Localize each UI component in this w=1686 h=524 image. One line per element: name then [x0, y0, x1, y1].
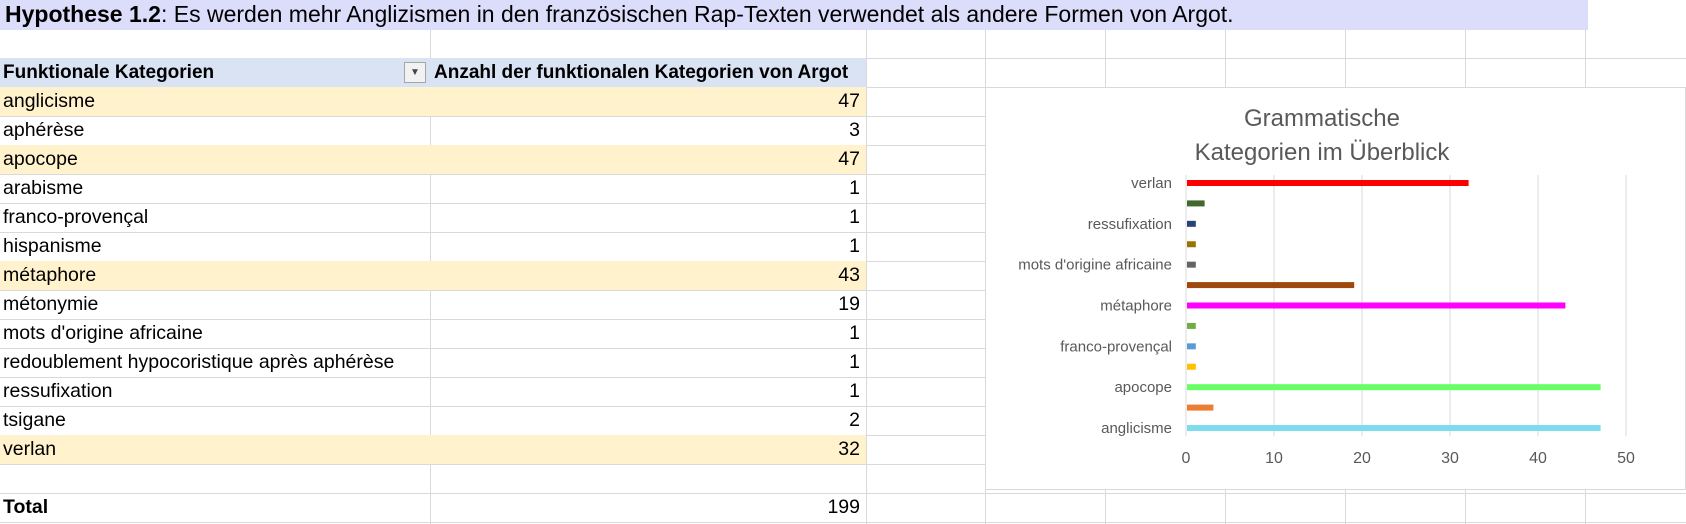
y-category-label: apocope	[1114, 379, 1172, 396]
y-category-label: ressufixation	[1088, 216, 1172, 233]
total-value: 199	[827, 496, 860, 518]
table-row[interactable]: mots d'origine africaine 1	[0, 319, 866, 348]
row-count: 47	[838, 148, 860, 170]
row-count: 1	[849, 380, 860, 402]
x-tick-label: 10	[1265, 450, 1283, 467]
bar-0[interactable]	[1187, 425, 1601, 431]
row-count: 19	[838, 293, 860, 315]
chart-title-line-2: Kategorien im Überblick	[1194, 139, 1450, 166]
y-category-label: anglicisme	[1101, 420, 1172, 437]
y-category-label: franco-provençal	[1060, 338, 1172, 355]
table-total-row[interactable]: Total 199	[0, 493, 866, 522]
x-tick-label: 30	[1441, 450, 1459, 467]
table-row[interactable]: verlan 32	[0, 435, 866, 464]
table-row[interactable]: arabisme 1	[0, 174, 866, 203]
row-category: arabisme	[3, 177, 84, 199]
table-row[interactable]: métonymie 19	[0, 290, 866, 319]
table-row[interactable]: aphérèse 3	[0, 116, 866, 145]
bar-10[interactable]	[1187, 220, 1196, 227]
row-category: ressufixation	[3, 380, 113, 402]
row-count: 3	[849, 119, 860, 141]
table-row[interactable]: redoublement hypocoristique après aphérè…	[0, 348, 866, 377]
row-category: apocope	[3, 148, 78, 170]
table-row[interactable]: hispanisme 1	[0, 232, 866, 261]
row-count: 32	[838, 438, 860, 460]
row-category: anglicisme	[3, 90, 96, 112]
header-count: Anzahl der funktionalen Kategorien von A…	[434, 62, 849, 83]
row-count: 1	[849, 351, 860, 373]
row-category: redoublement hypocoristique après aphérè…	[3, 351, 395, 373]
x-tick-label: 50	[1617, 450, 1635, 467]
row-count: 1	[849, 206, 860, 228]
bar-12[interactable]	[1187, 180, 1469, 186]
row-category: métaphore	[3, 264, 97, 286]
table-row[interactable]: métaphore 43	[0, 261, 866, 290]
y-category-label: verlan	[1131, 175, 1172, 192]
row-count: 47	[838, 90, 860, 112]
y-category-label: mots d'origine africaine	[1018, 257, 1172, 274]
chart-plot: 0 10 20 30 40 50 anglicisme apocope franco-prove…	[1018, 175, 1635, 467]
bar-9[interactable]	[1187, 241, 1196, 248]
row-count: 1	[849, 235, 860, 257]
row-category: aphérèse	[3, 119, 85, 141]
row-category: hispanisme	[3, 235, 102, 257]
row-category: tsigane	[3, 409, 66, 431]
gridline-horizontal	[0, 522, 1686, 523]
table-row[interactable]: franco-provençal 1	[0, 203, 866, 232]
row-category: franco-provençal	[3, 206, 149, 228]
hypothesis-title: Hypothese 1.2: Es werden mehr Anglizisme…	[0, 0, 1588, 30]
bar-5[interactable]	[1187, 322, 1196, 329]
table-row[interactable]: apocope 47	[0, 145, 866, 174]
row-count: 43	[838, 264, 860, 286]
row-category: métonymie	[3, 293, 99, 315]
table-row[interactable]: tsigane 2	[0, 406, 866, 435]
table-row[interactable]: anglicisme 47	[0, 87, 866, 116]
row-count: 1	[849, 322, 860, 344]
row-category: verlan	[3, 438, 57, 460]
hypothesis-text: : Es werden mehr Anglizismen in den fran…	[160, 1, 1234, 27]
bar-chart[interactable]: Grammatische Kategorien im Überblick 0 10…	[985, 87, 1686, 490]
bar-8[interactable]	[1187, 261, 1196, 268]
total-label: Total	[3, 496, 49, 518]
y-category-label: métaphore	[1100, 298, 1172, 315]
row-count: 2	[849, 409, 860, 431]
hypothesis-label: Hypothese 1.2	[5, 1, 161, 27]
table-row[interactable]: ressufixation 1	[0, 377, 866, 406]
filter-dropdown-icon[interactable]: ▼	[404, 62, 426, 83]
row-category: mots d'origine africaine	[3, 322, 203, 344]
bar-6[interactable]	[1187, 302, 1566, 309]
table-header-row[interactable]: Funktionale Kategorien ▼ Anzahl der funkti…	[0, 58, 866, 87]
x-tick-label: 20	[1353, 450, 1371, 467]
bar-1[interactable]	[1187, 404, 1214, 411]
gridline-vertical	[866, 30, 867, 524]
chart-title-line-1: Grammatische	[1243, 105, 1401, 132]
bar-3[interactable]	[1187, 363, 1196, 370]
x-tick-label: 0	[1182, 450, 1191, 467]
x-tick-label: 40	[1529, 450, 1547, 467]
bar-4[interactable]	[1187, 343, 1196, 350]
bar-2[interactable]	[1187, 384, 1601, 391]
row-count: 1	[849, 177, 860, 199]
bar-7[interactable]	[1187, 282, 1355, 289]
bar-11[interactable]	[1187, 200, 1205, 207]
header-functional-categories: Funktionale Kategorien	[3, 62, 215, 83]
